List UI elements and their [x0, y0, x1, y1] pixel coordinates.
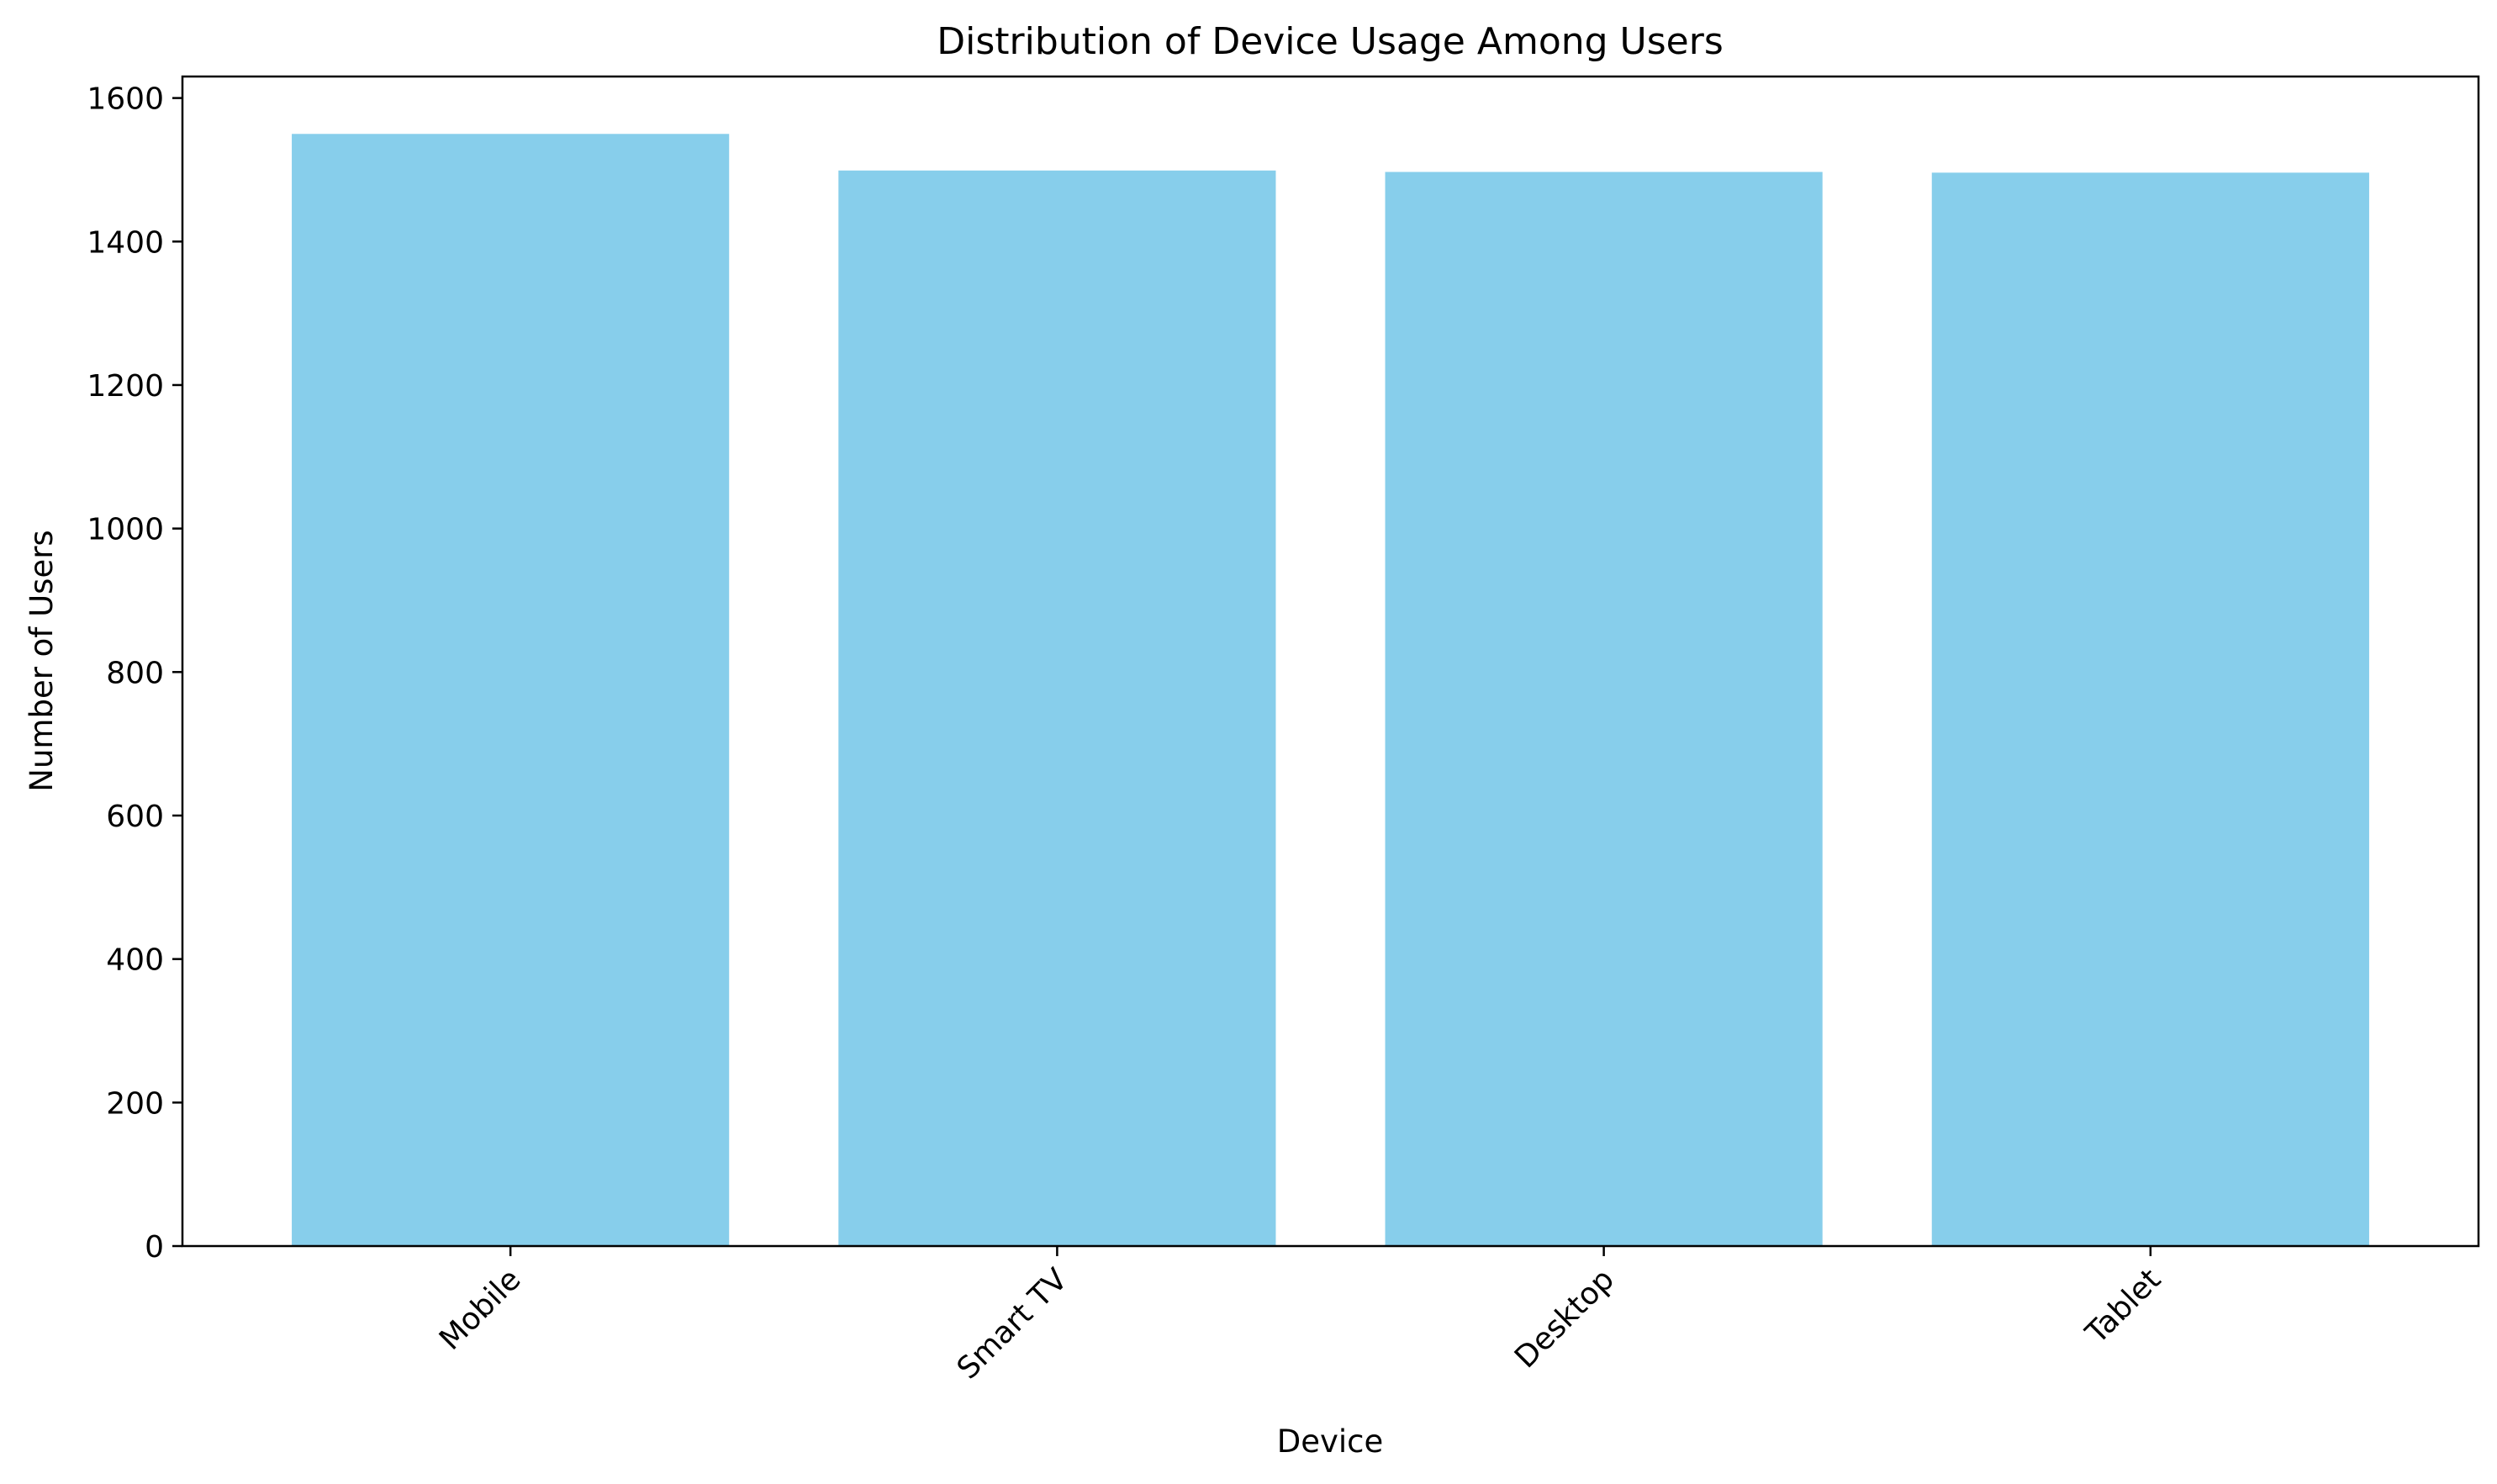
y-tick-label: 1400 — [87, 225, 164, 260]
chart-title: Distribution of Device Usage Among Users — [937, 20, 1724, 63]
bars-group — [292, 134, 2369, 1247]
x-tick-label-tablet: Tablet — [2079, 1262, 2168, 1351]
y-tick-label: 600 — [106, 800, 164, 834]
y-axis-ticks: 0 200 400 600 800 1000 1200 1400 1600 — [87, 82, 182, 1265]
y-axis-label: Number of Users — [24, 530, 60, 791]
y-tick-label: 1600 — [87, 82, 164, 117]
bar-smart-tv — [838, 170, 1276, 1247]
y-tick-label: 1000 — [87, 513, 164, 547]
x-axis-ticks: Mobile Smart TV Desktop Tablet — [433, 1246, 2167, 1386]
y-tick-label: 1200 — [87, 369, 164, 404]
bar-mobile — [292, 134, 730, 1247]
y-tick-label: 400 — [106, 943, 164, 978]
y-tick-label: 200 — [106, 1086, 164, 1121]
y-tick-label: 800 — [106, 656, 164, 690]
x-tick-label-mobile: Mobile — [433, 1262, 527, 1356]
bar-tablet — [1931, 172, 2369, 1246]
x-tick-label-desktop: Desktop — [1508, 1262, 1621, 1375]
x-tick-label-smart-tv: Smart TV — [951, 1262, 1074, 1386]
bar-desktop — [1385, 172, 1823, 1246]
plot-area-frame — [181, 75, 2480, 1248]
y-tick-label: 0 — [145, 1230, 164, 1265]
x-axis-label: Device — [1277, 1423, 1384, 1460]
